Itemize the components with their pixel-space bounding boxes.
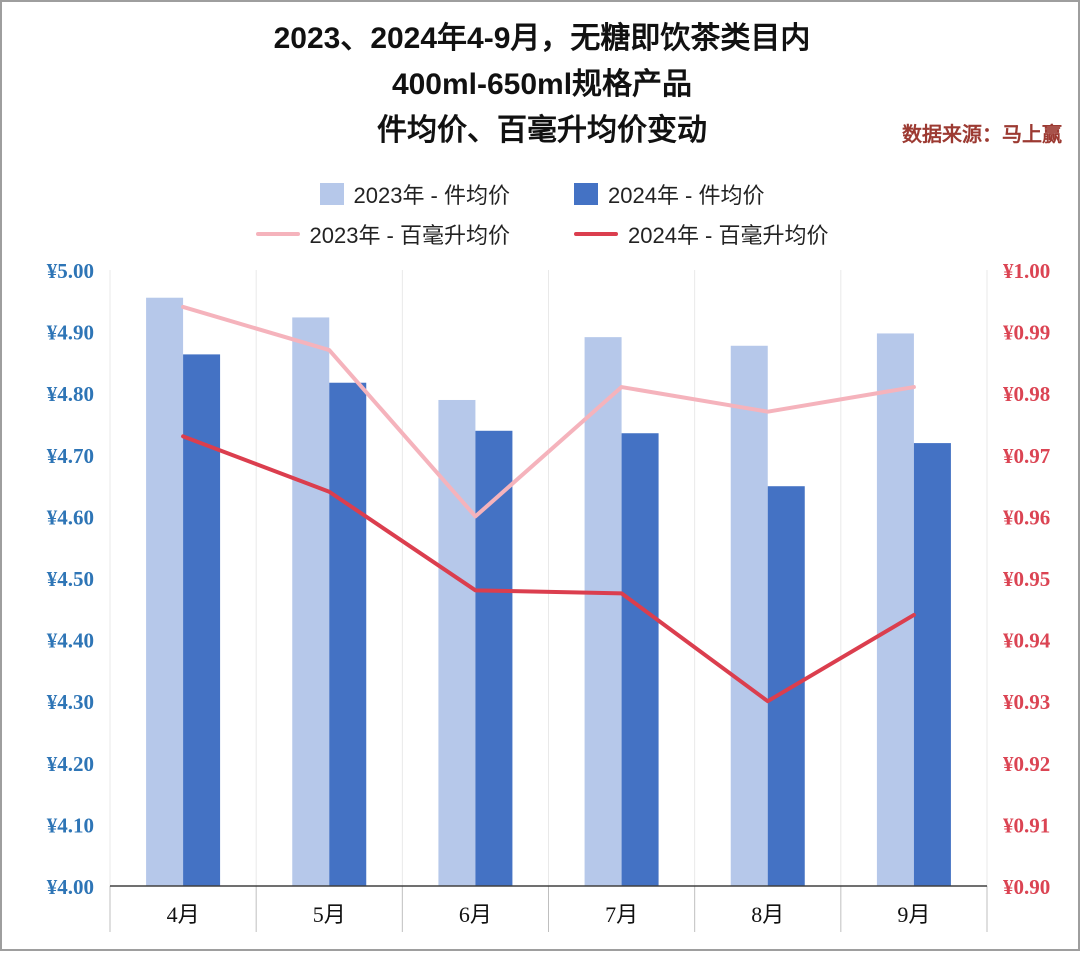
legend-swatch-2024-bar-icon bbox=[574, 183, 598, 205]
bar-2024-5月 bbox=[329, 382, 367, 886]
bar-2024-6月 bbox=[475, 430, 513, 886]
chart-title-line1: 2023、2024年4-9月，无糖即饮茶类目内 bbox=[273, 22, 811, 55]
right-axis-label: ¥0.95 bbox=[1003, 567, 1050, 591]
right-axis-label: ¥0.96 bbox=[1003, 505, 1050, 529]
line-2024-per100ml bbox=[181, 434, 916, 704]
legend-swatch-2023-bar-icon bbox=[319, 183, 344, 205]
x-axis-label: 7月 bbox=[605, 902, 638, 927]
legend-label-2023-line: 2023年 - 百毫升均价 bbox=[309, 223, 511, 248]
legend-item-2024-bar: 2024年 - 件均价 bbox=[574, 178, 765, 210]
bar-2023-4月 bbox=[146, 297, 184, 887]
chart-title: 2023、2024年4-9月，无糖即饮茶类目内 400ml-650ml规格产品 … bbox=[2, 16, 1080, 154]
bar-2023-9月 bbox=[876, 333, 914, 886]
left-axis-label: ¥4.80 bbox=[47, 382, 94, 406]
legend-swatch-2024-line-icon bbox=[574, 232, 618, 236]
x-axis-label: 6月 bbox=[459, 902, 492, 927]
bar-2023-7月 bbox=[584, 337, 622, 886]
data-source-note: 数据来源：马上赢 bbox=[902, 124, 1062, 146]
legend-label-2023-bar: 2023年 - 件均价 bbox=[353, 183, 511, 208]
legend-item-2024-line: 2024年 - 百毫升均价 bbox=[574, 218, 829, 250]
left-axis-label: ¥4.50 bbox=[47, 567, 94, 591]
bar-2023-8月 bbox=[730, 345, 768, 886]
bar-2024-8月 bbox=[767, 486, 805, 886]
right-axis-label: ¥0.90 bbox=[1003, 875, 1050, 899]
right-axis-label: ¥0.99 bbox=[1003, 321, 1050, 345]
bar-2023-5月 bbox=[292, 317, 330, 886]
left-axis-label: ¥4.70 bbox=[47, 444, 94, 468]
left-axis-label: ¥4.00 bbox=[47, 875, 94, 899]
x-axis-label: 5月 bbox=[313, 902, 346, 927]
left-axis-label: ¥4.40 bbox=[47, 629, 94, 653]
right-axis-label: ¥0.94 bbox=[1003, 629, 1051, 653]
left-axis-label: ¥4.10 bbox=[47, 813, 94, 837]
legend-item-2023-line: 2023年 - 百毫升均价 bbox=[255, 218, 511, 250]
bar-2024-7月 bbox=[621, 433, 659, 886]
right-axis-label: ¥0.93 bbox=[1003, 690, 1050, 714]
legend-swatch-2023-line-icon bbox=[255, 232, 300, 236]
chart-title-line2: 400ml-650ml规格产品 bbox=[391, 68, 693, 101]
left-axis-label: ¥4.30 bbox=[47, 690, 94, 714]
right-axis-label: ¥0.92 bbox=[1003, 752, 1050, 776]
line-2023-per100ml bbox=[181, 304, 916, 519]
left-axis-label: ¥5.00 bbox=[47, 259, 94, 283]
left-axis-label: ¥4.20 bbox=[47, 752, 94, 776]
x-axis-label: 9月 bbox=[897, 902, 930, 927]
legend-item-2023-bar: 2023年 - 件均价 bbox=[319, 178, 511, 210]
bar-2023-6月 bbox=[438, 399, 476, 886]
legend-label-2024-bar: 2024年 - 件均价 bbox=[608, 183, 765, 208]
left-axis-label: ¥4.60 bbox=[47, 505, 94, 529]
right-axis-label: ¥1.00 bbox=[1003, 259, 1050, 283]
x-axis-label: 4月 bbox=[167, 902, 200, 927]
right-axis-label: ¥0.97 bbox=[1003, 444, 1050, 468]
right-axis-label: ¥0.98 bbox=[1003, 382, 1050, 406]
bar-2024-9月 bbox=[913, 443, 951, 886]
legend-row-bars: 2023年 - 件均价 2024年 - 件均价 bbox=[2, 178, 1080, 210]
right-axis-label: ¥0.91 bbox=[1003, 813, 1050, 837]
chart-title-line3: 件均价、百毫升均价变动 bbox=[377, 114, 707, 147]
left-axis-label: ¥4.90 bbox=[47, 321, 94, 345]
legend-row-lines: 2023年 - 百毫升均价 2024年 - 百毫升均价 bbox=[2, 218, 1080, 250]
bar-2024-4月 bbox=[183, 354, 221, 887]
x-axis-label: 8月 bbox=[751, 902, 784, 927]
legend-label-2024-line: 2024年 - 百毫升均价 bbox=[628, 223, 829, 248]
